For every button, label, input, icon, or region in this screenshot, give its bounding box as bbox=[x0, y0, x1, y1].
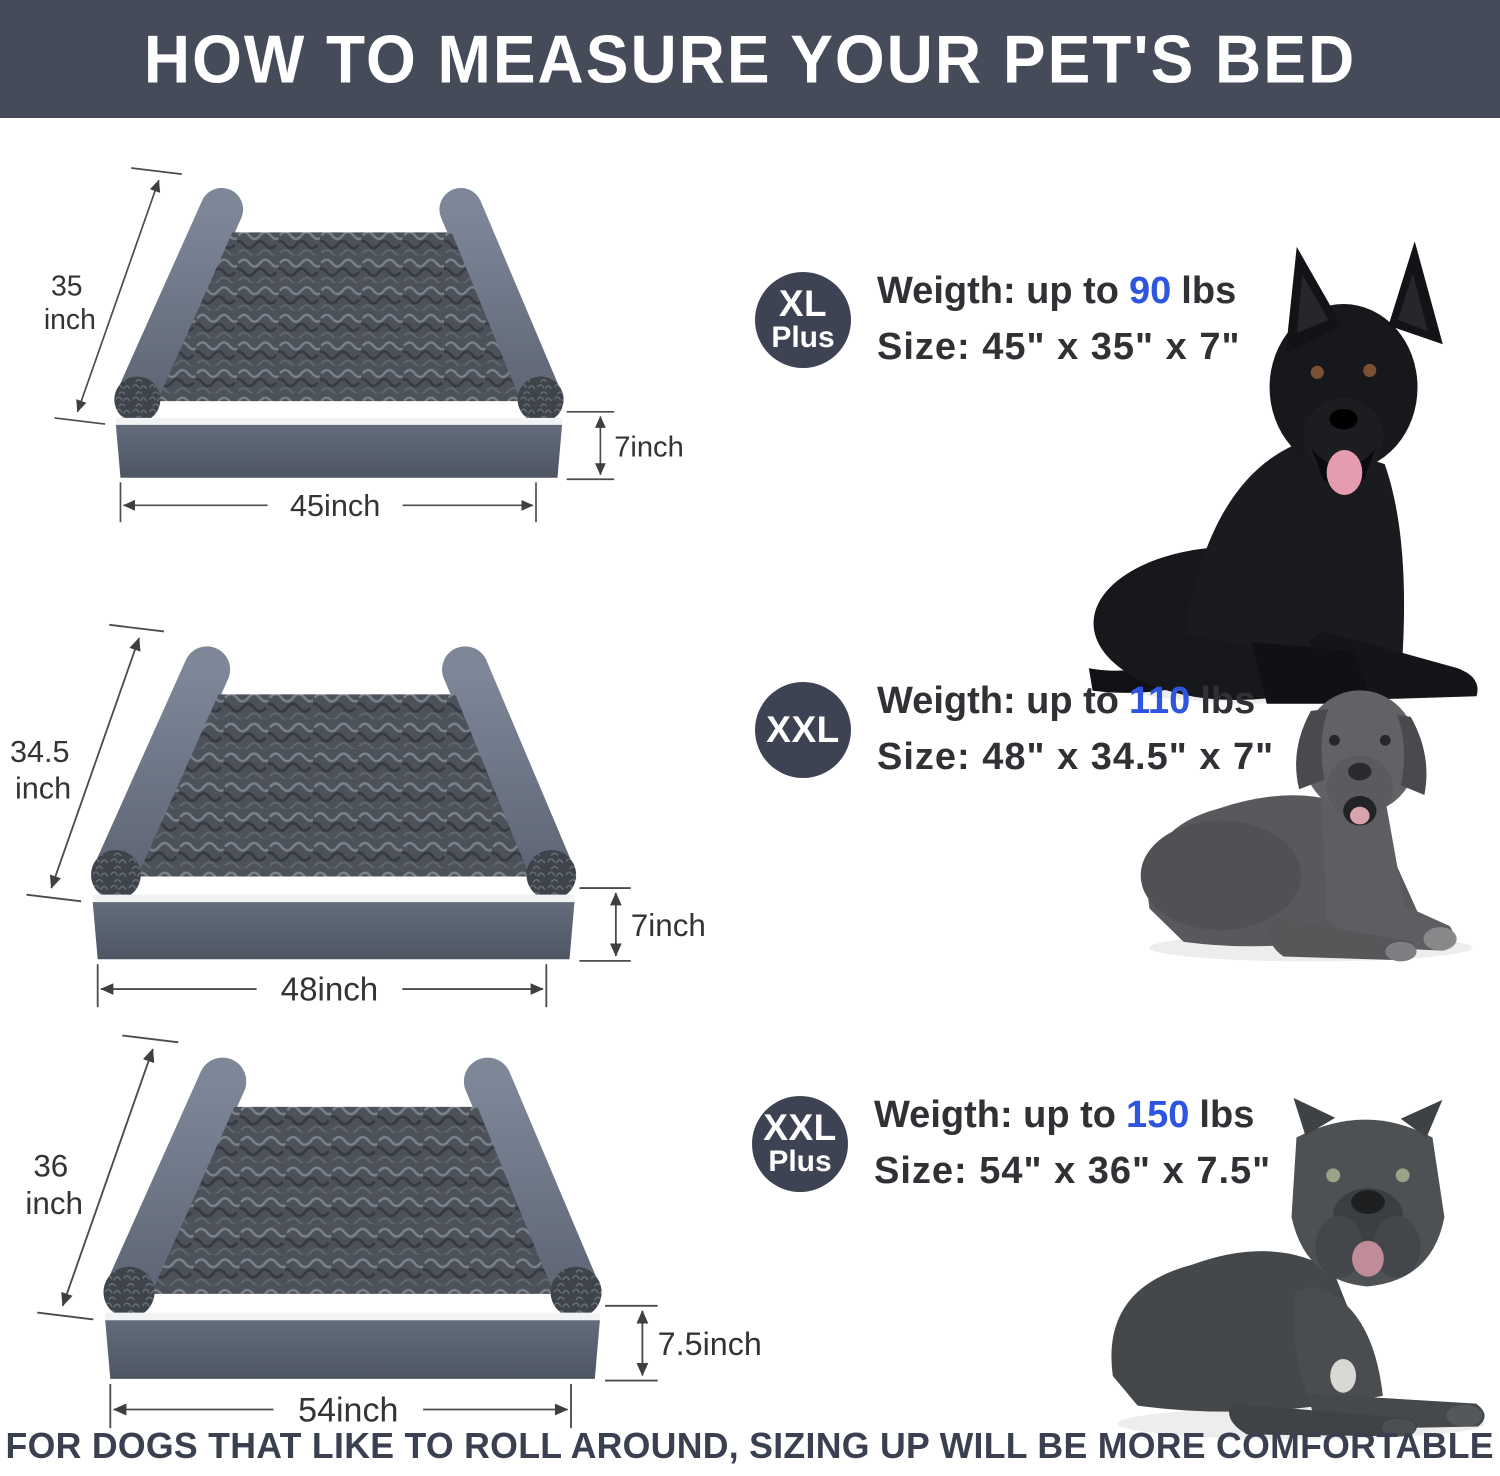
dog-photo-cane-corso bbox=[1111, 1097, 1486, 1440]
bed-base bbox=[92, 902, 575, 960]
bed-diagram-xl-plus: 35 inch 7inch 45inch bbox=[44, 167, 684, 523]
weight-prefix: Weigth: up to bbox=[877, 680, 1120, 722]
size-info-xl-plus: XL Plus Weigth: up to 90 lbs Size: 45" x… bbox=[755, 270, 1240, 369]
size-badge: XXL bbox=[755, 681, 851, 778]
bed-right-bolster bbox=[463, 1057, 600, 1315]
bed-white-piping bbox=[92, 894, 575, 903]
dog-ear-right bbox=[1400, 1099, 1443, 1138]
badge-line1: XXL bbox=[763, 1107, 837, 1149]
size-row-xxl-plus: 36 inch 7.5inch 54inch XXL Plus bbox=[0, 1010, 1500, 1440]
bed-fuzzy-corner-right bbox=[526, 849, 577, 900]
dog-tongue bbox=[1350, 806, 1370, 825]
spec-text: Weigth: up to 110 lbs Size: 48" x 34.5" … bbox=[877, 680, 1274, 779]
page-title: HOW TO MEASURE YOUR PET'S BED bbox=[143, 20, 1357, 98]
dog-nose bbox=[1348, 762, 1372, 781]
bed-fuzzy-corner-left bbox=[103, 1266, 155, 1318]
bed-fur-mattress bbox=[157, 232, 521, 402]
width-label: 54inch bbox=[298, 1391, 398, 1429]
footer-note-bar: FOR DOGS THAT LIKE TO ROLL AROUND, SIZIN… bbox=[0, 1416, 1500, 1476]
badge-line2: Plus bbox=[771, 321, 835, 355]
size-line: Size: 48" x 34.5" x 7" bbox=[877, 736, 1275, 778]
bed-left-bolster bbox=[115, 187, 244, 420]
weight-unit: lbs bbox=[1181, 270, 1237, 312]
bed-right-bolster bbox=[439, 187, 563, 420]
weight-prefix: Weigth: up to bbox=[874, 1094, 1117, 1136]
size-line: Size: 45" x 35" x 7" bbox=[877, 326, 1241, 368]
height-label: 7inch bbox=[631, 908, 706, 943]
size-badge: XXL Plus bbox=[752, 1095, 848, 1192]
bed-white-piping bbox=[105, 1312, 600, 1321]
size-row-xl-plus: 35 inch 7inch 45inch XL Plus bbox=[0, 130, 1500, 704]
bed-left-bolster bbox=[92, 646, 231, 897]
height-label: 7inch bbox=[614, 431, 684, 463]
weight-line: Weigth: up to 150 lbs bbox=[874, 1094, 1271, 1137]
badge-line1: XXL bbox=[766, 708, 840, 750]
size-line: Size: 54" x 36" x 7.5" bbox=[874, 1150, 1272, 1192]
dog-ear-right bbox=[1396, 714, 1427, 796]
size-badge: XL Plus bbox=[755, 271, 851, 368]
depth-label-value: 36 bbox=[33, 1149, 68, 1184]
size-info-xxl-plus: XXL Plus Weigth: up to 150 lbs Size: 54"… bbox=[752, 1094, 1271, 1193]
depth-label-unit: inch bbox=[15, 772, 71, 806]
size-row-xxl: 34.5 inch 7inch 48inch XXL bbox=[0, 600, 1500, 1010]
bed-white-piping bbox=[115, 417, 563, 425]
badge-line2: Plus bbox=[768, 1145, 832, 1179]
footer-note: FOR DOGS THAT LIKE TO ROLL AROUND, SIZIN… bbox=[5, 1425, 1495, 1466]
weight-unit: lbs bbox=[1199, 1094, 1255, 1136]
bed-fuzzy-corner-left bbox=[114, 376, 161, 423]
header-banner: HOW TO MEASURE YOUR PET'S BED bbox=[0, 0, 1500, 118]
bed-right-bolster bbox=[442, 646, 575, 897]
weight-unit: lbs bbox=[1200, 680, 1256, 722]
weight-prefix: Weigth: up to bbox=[877, 270, 1120, 312]
height-label: 7.5inch bbox=[658, 1326, 762, 1362]
bed-base bbox=[105, 1320, 600, 1379]
spec-text: Weigth: up to 90 lbs Size: 45" x 35" x 7… bbox=[877, 270, 1240, 369]
weight-value: 90 bbox=[1129, 270, 1172, 312]
badge-line1: XL bbox=[778, 283, 828, 325]
bed-fur-mattress bbox=[151, 1106, 554, 1294]
depth-label-value: 35 bbox=[51, 270, 83, 302]
dog-ear-left bbox=[1293, 1097, 1336, 1136]
weight-line: Weigth: up to 110 lbs bbox=[877, 680, 1274, 723]
weight-value: 110 bbox=[1129, 680, 1191, 722]
size-info-xxl: XXL Weigth: up to 110 lbs Size: 48" x 34… bbox=[755, 680, 1274, 779]
weight-value: 150 bbox=[1126, 1094, 1190, 1136]
dog-photo-great-dane bbox=[1140, 690, 1473, 962]
depth-label-unit: inch bbox=[25, 1186, 83, 1221]
dog-nose bbox=[1329, 408, 1358, 430]
depth-label-value: 34.5 bbox=[10, 735, 70, 769]
width-label: 48inch bbox=[281, 972, 379, 1009]
bed-fuzzy-corner-left bbox=[91, 849, 141, 900]
weight-line: Weigth: up to 90 lbs bbox=[877, 270, 1240, 313]
bed-fuzzy-corner-right bbox=[517, 376, 564, 423]
dog-tongue bbox=[1326, 450, 1363, 495]
bed-diagram-xxl: 34.5 inch 7inch 48inch bbox=[10, 623, 706, 1009]
dog-nose bbox=[1351, 1190, 1385, 1215]
dog-tongue bbox=[1352, 1240, 1384, 1277]
dog-ear-left bbox=[1296, 708, 1329, 790]
bed-fur-mattress bbox=[137, 694, 530, 877]
dog-photo-german-shepherd bbox=[1088, 241, 1478, 704]
bed-fuzzy-corner-right bbox=[550, 1266, 602, 1318]
bed-diagram-xxl-plus: 36 inch 7.5inch 54inch bbox=[25, 1034, 762, 1429]
bed-left-bolster bbox=[105, 1057, 247, 1315]
spec-text: Weigth: up to 150 lbs Size: 54" x 36" x … bbox=[874, 1094, 1271, 1193]
depth-label-unit: inch bbox=[44, 304, 96, 336]
width-label: 45inch bbox=[290, 489, 380, 523]
bed-base bbox=[115, 424, 563, 478]
